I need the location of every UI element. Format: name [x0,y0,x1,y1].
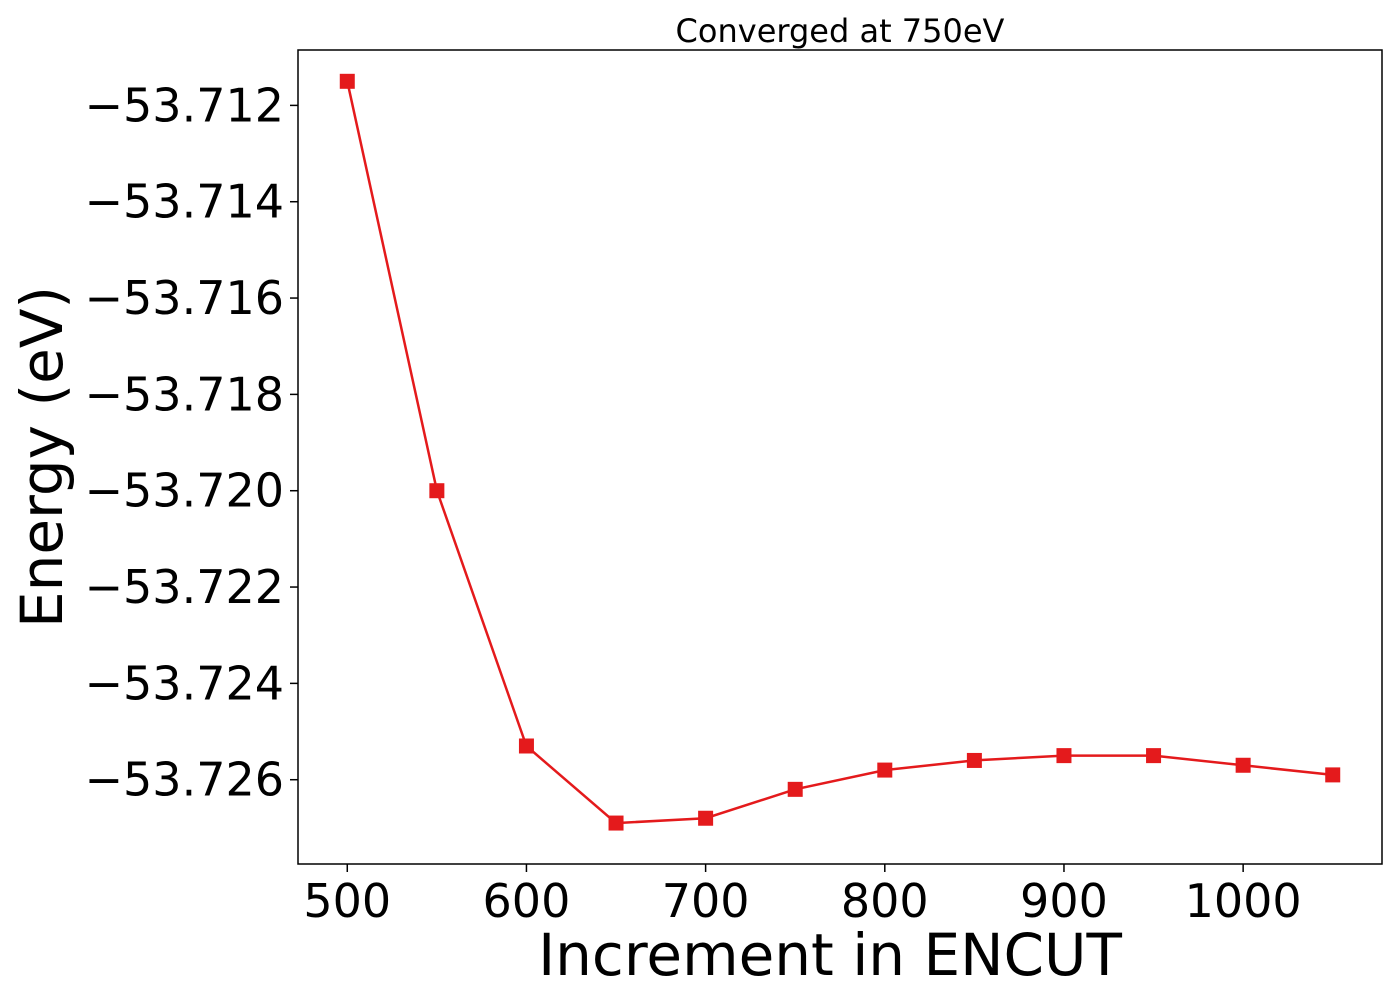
data-point-marker [1146,748,1162,764]
x-axis: 500 600 700 800 900 1000 [303,864,1302,928]
y-axis: −53.712 −53.714 −53.716 −53.718 −53.720 −53.7… [85,78,298,807]
y-tick-label: −53.714 [85,175,285,229]
y-tick-label: −53.726 [85,753,285,807]
data-point-marker [698,810,714,826]
data-point-marker [608,815,624,831]
plot-area [339,73,1341,831]
data-point-marker [1325,767,1341,783]
chart-title: Converged at 750eV [676,12,1005,50]
data-point-marker [518,738,534,754]
data-point-marker [1235,757,1251,773]
x-tick-label: 900 [1020,874,1108,928]
data-point-marker [429,483,445,499]
data-point-marker [787,781,803,797]
y-tick-label: −53.716 [85,271,285,325]
x-tick-label: 700 [662,874,750,928]
x-axis-label: Increment in ENCUT [538,921,1122,989]
data-point-marker [877,762,893,778]
y-axis-label: Energy (eV) [8,286,76,628]
y-tick-label: −53.718 [85,367,285,421]
data-point-marker [1056,748,1072,764]
x-tick-label: 1000 [1185,874,1302,928]
y-tick-label: −53.724 [85,656,285,710]
y-tick-label: −53.722 [85,560,285,614]
data-point-marker [966,752,982,768]
y-tick-label: −53.720 [85,464,285,518]
x-tick-label: 500 [303,874,391,928]
data-point-marker [339,73,355,89]
plot-frame [297,49,1383,865]
x-tick-label: 600 [483,874,571,928]
x-tick-label: 800 [841,874,929,928]
series-line [346,81,1333,825]
y-tick-label: −53.712 [85,78,285,132]
